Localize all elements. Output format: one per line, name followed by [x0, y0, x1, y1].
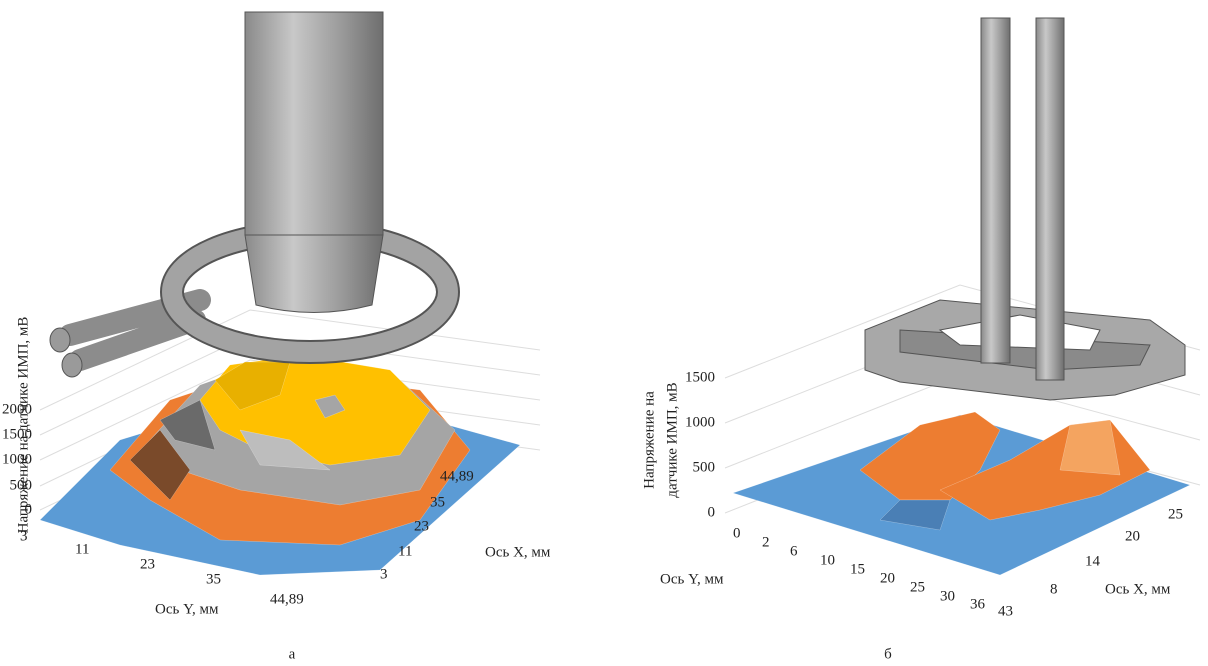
- inductor-b: [865, 18, 1185, 400]
- surface-b: [733, 412, 1190, 575]
- y-tick-label: 2: [762, 534, 770, 550]
- y-tick-label: 0: [733, 525, 741, 541]
- x-tick-label: 14: [1085, 553, 1101, 569]
- z-tick-label: 0: [708, 504, 716, 520]
- z-tick-label: 500: [693, 459, 716, 475]
- y-tick-label: 15: [850, 561, 865, 577]
- x-axis-label: Ось X, мм: [1105, 581, 1171, 597]
- caption: б: [884, 646, 892, 662]
- inductor-a: [50, 12, 448, 377]
- x-tick-label: 44,89: [440, 468, 474, 484]
- z-tick-label: 500: [10, 477, 33, 493]
- surface-a: [40, 355, 520, 575]
- z-axis-label: датчике ИМП, мВ: [664, 382, 680, 497]
- y-tick-label: 30: [940, 588, 955, 604]
- x-tick-label: 8: [1050, 581, 1058, 597]
- y-tick-label: 6: [790, 543, 798, 559]
- z-tick-label: 1000: [685, 414, 715, 430]
- z-tick-label: 1000: [2, 451, 32, 467]
- x-tick-label: 25: [1168, 506, 1183, 522]
- y-tick-label: 35: [206, 571, 221, 587]
- y-tick-label: 20: [880, 570, 895, 586]
- x-tick-label: 20: [1125, 528, 1140, 544]
- y-tick-label: 25: [910, 579, 925, 595]
- y-axis-label: Ось Y, мм: [660, 571, 724, 587]
- z-tick-label: 1500: [685, 369, 715, 385]
- y-tick-label: 36: [970, 596, 986, 612]
- x-tick-label: 3: [380, 566, 388, 582]
- y-tick-label: 23: [140, 556, 155, 572]
- z-tick-label: 2000: [2, 401, 32, 417]
- z-tick-label: 0: [25, 501, 33, 517]
- y-tick-label: 43: [998, 603, 1013, 619]
- y-tick-label: 11: [75, 541, 89, 557]
- y-axis-label: Ось Y, мм: [155, 601, 219, 617]
- figure: Напряжение на датчике ИМП, мВ Ось Y, мм …: [0, 0, 1208, 666]
- z-tick-label: 1500: [2, 426, 32, 442]
- y-tick-label: 44,89: [270, 591, 304, 607]
- x-tick-label: 11: [398, 543, 412, 559]
- y-tick-label: 10: [820, 552, 835, 568]
- x-tick-label: 23: [414, 518, 429, 534]
- x-tick-label: 35: [430, 494, 445, 510]
- x-axis-label: Ось X, мм: [485, 544, 551, 560]
- z-axis-label: Напряжение на: [641, 391, 657, 489]
- y-tick-label: 3: [20, 528, 28, 544]
- caption: а: [289, 646, 296, 662]
